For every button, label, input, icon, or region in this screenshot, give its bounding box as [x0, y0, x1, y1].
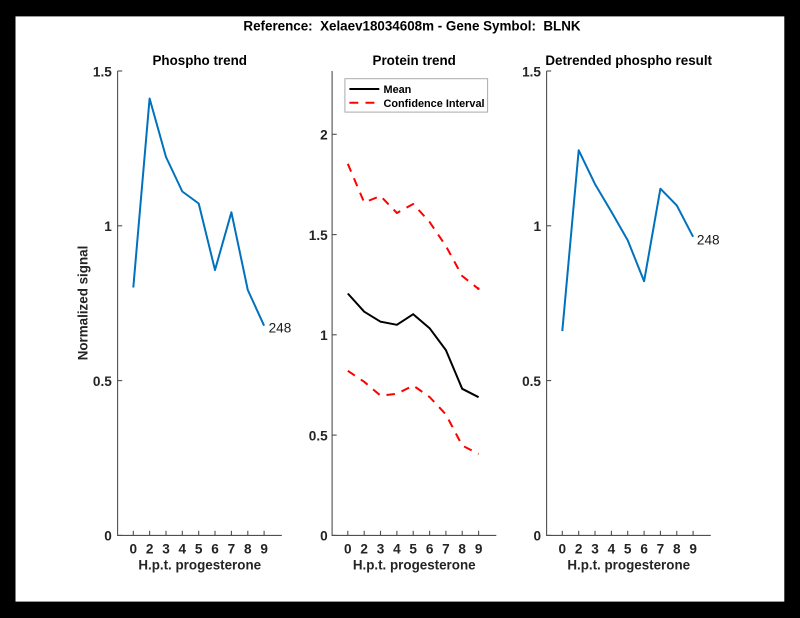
- svg-text:248: 248: [269, 321, 292, 336]
- svg-text:2: 2: [146, 541, 154, 556]
- svg-text:3: 3: [377, 541, 385, 556]
- svg-text:H.p.t. progesterone: H.p.t. progesterone: [567, 557, 690, 572]
- svg-text:6: 6: [640, 541, 648, 556]
- svg-text:4: 4: [608, 541, 616, 556]
- svg-text:1.5: 1.5: [93, 64, 112, 79]
- svg-text:8: 8: [458, 541, 466, 556]
- svg-text:2: 2: [360, 541, 368, 556]
- svg-text:9: 9: [260, 541, 268, 556]
- svg-text:5: 5: [409, 541, 417, 556]
- svg-text:4: 4: [393, 541, 401, 556]
- svg-text:0.5: 0.5: [309, 428, 328, 443]
- svg-text:8: 8: [673, 541, 681, 556]
- svg-text:Protein trend: Protein trend: [373, 53, 456, 68]
- svg-text:0: 0: [320, 529, 328, 544]
- svg-text:0.5: 0.5: [93, 374, 112, 389]
- svg-text:3: 3: [591, 541, 599, 556]
- svg-text:1.5: 1.5: [309, 228, 328, 243]
- svg-text:0: 0: [104, 529, 112, 544]
- svg-text:0: 0: [130, 541, 138, 556]
- svg-text:5: 5: [624, 541, 632, 556]
- svg-text:H.p.t. progesterone: H.p.t. progesterone: [353, 557, 476, 572]
- svg-text:Reference: Xelaev18034608m -: Reference: Xelaev18034608m - Gene Symbol…: [243, 19, 580, 34]
- svg-text:3: 3: [162, 541, 170, 556]
- svg-text:2: 2: [575, 541, 583, 556]
- svg-text:0: 0: [344, 541, 352, 556]
- svg-text:Confidence Interval: Confidence Interval: [384, 98, 485, 110]
- svg-text:1: 1: [533, 219, 541, 234]
- svg-text:0: 0: [533, 529, 541, 544]
- svg-text:0: 0: [559, 541, 567, 556]
- svg-text:6: 6: [426, 541, 434, 556]
- svg-text:5: 5: [195, 541, 203, 556]
- svg-text:7: 7: [228, 541, 236, 556]
- svg-text:6: 6: [211, 541, 219, 556]
- svg-text:9: 9: [475, 541, 483, 556]
- svg-text:0.5: 0.5: [522, 374, 541, 389]
- svg-text:Normalized signal: Normalized signal: [76, 246, 91, 361]
- svg-text:7: 7: [442, 541, 450, 556]
- svg-text:Detrended phospho result: Detrended phospho result: [545, 53, 712, 68]
- svg-text:248: 248: [697, 233, 720, 248]
- svg-text:1.5: 1.5: [522, 64, 541, 79]
- svg-text:7: 7: [657, 541, 665, 556]
- svg-text:H.p.t. progesterone: H.p.t. progesterone: [138, 557, 261, 572]
- svg-text:2: 2: [320, 128, 328, 143]
- svg-text:Mean: Mean: [384, 84, 412, 96]
- svg-text:9: 9: [689, 541, 697, 556]
- svg-text:Phospho trend: Phospho trend: [152, 53, 246, 68]
- svg-text:1: 1: [104, 219, 112, 234]
- svg-text:1: 1: [320, 328, 328, 343]
- svg-text:4: 4: [179, 541, 187, 556]
- svg-text:8: 8: [244, 541, 252, 556]
